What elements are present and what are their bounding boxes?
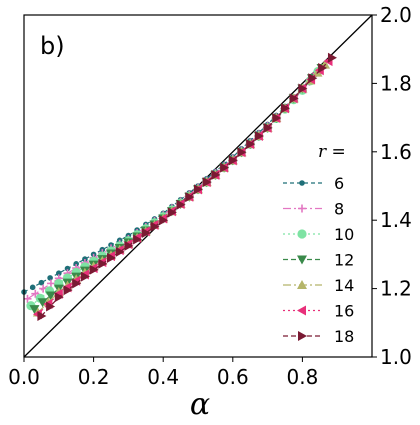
data-point: [37, 310, 47, 321]
data-point: [289, 93, 299, 104]
series-6: [21, 73, 314, 295]
data-point: [133, 234, 143, 245]
x-tick-label: 0.0: [8, 365, 40, 389]
data-point: [37, 298, 48, 308]
data-point: [141, 228, 151, 239]
x-tick-label: 0.6: [217, 365, 249, 389]
data-point: [54, 292, 64, 303]
x-axis-ticks: 0.0 0.2 0.4 0.6 0.8: [8, 357, 318, 389]
data-point: [272, 113, 282, 124]
legend-marker: [297, 229, 307, 239]
data-point: [237, 147, 247, 158]
y-tick-label: 1.4: [380, 208, 412, 232]
legend-entry-6: 6: [283, 174, 344, 193]
data-point: [56, 270, 62, 277]
data-point: [176, 199, 186, 210]
data-point: [185, 192, 195, 203]
legend-label: 14: [334, 276, 354, 295]
legend-label: 12: [334, 251, 354, 270]
data-point: [150, 221, 160, 232]
data-point: [211, 169, 221, 180]
legend-entry-8: 8: [283, 200, 344, 219]
data-point: [46, 301, 56, 312]
plot-frame: [23, 14, 373, 358]
data-point: [38, 279, 45, 286]
legend-label: 18: [334, 327, 354, 346]
data-point: [202, 177, 212, 188]
data-point: [23, 294, 32, 303]
data-point: [246, 139, 256, 150]
x-tick-label: 0.4: [147, 365, 179, 389]
series-line-6: [23, 76, 312, 293]
data-point: [281, 103, 290, 114]
data-point: [124, 240, 134, 251]
data-point: [46, 279, 55, 288]
legend-label: 10: [334, 225, 354, 244]
data-point: [47, 275, 53, 281]
legend-marker: [297, 255, 307, 265]
legend-entry-18: 18: [283, 327, 354, 346]
data-point: [63, 285, 73, 296]
legend-title: r =: [318, 142, 346, 162]
data-point: [159, 215, 169, 226]
y-tick-label: 1.6: [380, 140, 412, 164]
legend-label: 8: [334, 200, 344, 219]
data-point: [64, 265, 71, 272]
legend: r = 6 8 10 12 14 16 18: [283, 142, 354, 346]
data-point: [194, 184, 203, 195]
data-point: [263, 122, 273, 133]
legend-marker: [298, 331, 307, 341]
panel-label: b): [40, 32, 65, 60]
legend-marker: [297, 305, 306, 316]
legend-entry-16: 16: [283, 302, 354, 321]
data-point: [31, 289, 40, 298]
x-axis-label: α: [190, 387, 210, 422]
y-axis-ticks: 1.0 1.2 1.4 1.6 1.8 2.0: [372, 3, 412, 369]
y-tick-label: 2.0: [380, 3, 412, 27]
legend-entry-14: 14: [283, 276, 354, 295]
legend-marker: [298, 204, 306, 213]
y-tick-label: 1.2: [380, 277, 412, 301]
data-point: [298, 83, 308, 94]
data-point: [228, 155, 238, 166]
data-point: [98, 258, 108, 269]
data-point: [45, 291, 56, 301]
data-point: [72, 278, 82, 289]
data-point: [220, 162, 230, 173]
series-line-8: [27, 72, 317, 300]
legend-entries: 6 8 10 12 14 16 18: [283, 174, 354, 346]
series-16: [32, 56, 333, 320]
series-layer: [21, 52, 337, 321]
data-point: [80, 271, 90, 282]
data-point: [167, 207, 177, 218]
y-tick-label: 1.0: [380, 345, 412, 369]
data-point: [29, 305, 40, 315]
y-tick-label: 1.8: [380, 71, 412, 95]
data-point: [73, 261, 79, 267]
legend-label: 6: [334, 174, 344, 193]
legend-entry-10: 10: [283, 225, 354, 244]
series-12: [29, 64, 327, 315]
data-point: [327, 52, 337, 63]
data-point: [254, 130, 264, 141]
data-point: [318, 63, 328, 74]
series-18: [37, 52, 337, 321]
legend-entry-12: 12: [283, 251, 354, 270]
data-point: [29, 284, 36, 291]
x-tick-label: 0.2: [78, 365, 110, 389]
data-point: [107, 252, 116, 263]
legend-marker: [297, 280, 307, 289]
data-point: [308, 73, 318, 84]
x-tick-label: 0.8: [286, 365, 318, 389]
data-point: [115, 246, 125, 257]
legend-label: 16: [334, 302, 354, 321]
data-point: [89, 264, 99, 275]
legend-marker: [299, 180, 305, 186]
